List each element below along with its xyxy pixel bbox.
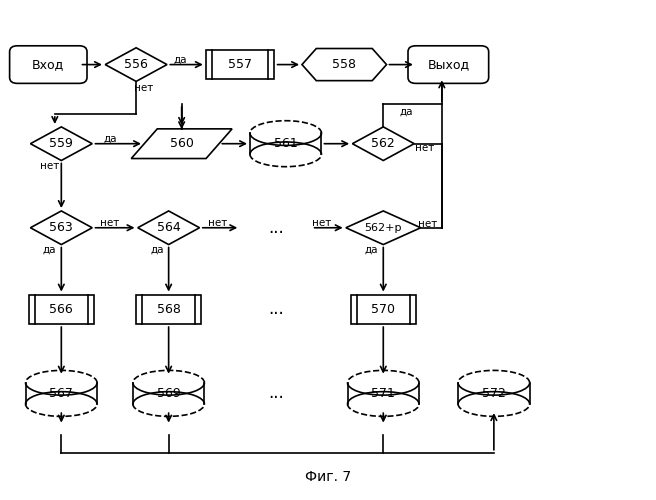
Text: 562: 562: [371, 137, 395, 150]
Bar: [348, 383, 419, 404]
Bar: [351, 294, 416, 324]
Bar: [250, 133, 321, 154]
Text: нет: нет: [40, 161, 59, 171]
Text: 572: 572: [482, 387, 506, 400]
Polygon shape: [352, 127, 414, 160]
Polygon shape: [138, 211, 199, 244]
Text: ...: ...: [268, 219, 284, 237]
Bar: [136, 294, 201, 324]
Text: 561: 561: [274, 137, 298, 150]
Text: нет: нет: [415, 142, 434, 152]
Text: да: да: [150, 245, 164, 255]
Text: 556: 556: [124, 58, 148, 71]
Text: 559: 559: [49, 137, 73, 150]
Text: да: да: [104, 134, 117, 144]
Text: 562+p: 562+p: [365, 223, 402, 233]
Text: да: да: [365, 245, 379, 255]
Polygon shape: [105, 48, 167, 82]
Text: 566: 566: [49, 303, 73, 316]
Text: 570: 570: [371, 303, 396, 316]
Polygon shape: [131, 129, 232, 158]
Text: нет: нет: [134, 84, 154, 94]
Text: 571: 571: [371, 387, 395, 400]
Text: Выход: Выход: [427, 58, 470, 71]
Text: ...: ...: [268, 300, 284, 318]
Text: 563: 563: [49, 221, 73, 234]
Polygon shape: [346, 211, 420, 244]
Text: нет: нет: [208, 218, 227, 228]
Text: 564: 564: [157, 221, 180, 234]
Text: ...: ...: [268, 384, 284, 402]
Polygon shape: [30, 127, 92, 160]
Bar: [29, 294, 94, 324]
Text: Вход: Вход: [32, 58, 64, 71]
Polygon shape: [302, 48, 386, 80]
Bar: [206, 50, 274, 80]
Text: Фиг. 7: Фиг. 7: [305, 470, 351, 484]
Text: 568: 568: [157, 303, 180, 316]
Polygon shape: [30, 211, 92, 244]
Text: 567: 567: [49, 387, 73, 400]
Text: нет: нет: [418, 219, 437, 229]
Text: 569: 569: [157, 387, 180, 400]
Text: да: да: [174, 54, 187, 64]
Text: 558: 558: [332, 58, 356, 71]
FancyBboxPatch shape: [408, 46, 489, 84]
Text: да: да: [43, 245, 56, 255]
Text: да: да: [400, 106, 413, 117]
Text: 557: 557: [228, 58, 252, 71]
Bar: [458, 383, 529, 404]
Text: 560: 560: [170, 137, 194, 150]
Text: нет: нет: [100, 218, 120, 228]
Bar: [26, 383, 97, 404]
Bar: [133, 383, 205, 404]
Text: нет: нет: [312, 218, 331, 228]
FancyBboxPatch shape: [10, 46, 87, 84]
